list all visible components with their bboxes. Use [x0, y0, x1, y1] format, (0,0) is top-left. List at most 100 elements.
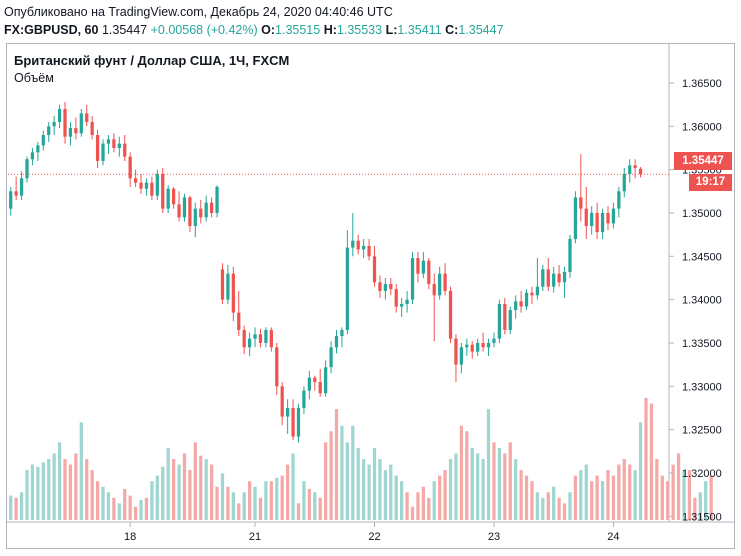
- time-axis-ticks: 18 21 22 23 24: [124, 522, 620, 543]
- published-header: Опубликовано на TradingView.com, Декабрь…: [4, 5, 393, 19]
- candle-body: [584, 208, 588, 226]
- candle-body: [242, 329, 246, 348]
- candle-body: [454, 338, 458, 365]
- volume-bar: [9, 495, 13, 520]
- candle-body: [128, 156, 132, 179]
- volume-bar: [133, 506, 138, 520]
- open-label: O:: [261, 23, 276, 37]
- candle-body: [508, 310, 512, 330]
- price-change: +0.00568 (+0.42%): [150, 23, 258, 37]
- volume-bar: [171, 459, 176, 520]
- close-value: 1.35447: [458, 23, 504, 37]
- candle-body: [595, 212, 599, 233]
- volume-bar: [693, 497, 697, 520]
- volume-bar: [459, 425, 464, 520]
- volume-bar: [698, 492, 702, 520]
- volume-bar: [275, 477, 279, 520]
- candle-body: [9, 191, 13, 209]
- candle-body: [611, 208, 616, 224]
- volume-bar: [90, 470, 94, 520]
- volume-bar: [508, 442, 512, 520]
- volume-bar: [492, 442, 496, 520]
- high-value: 1.35533: [336, 23, 383, 37]
- last-price-badge: 1.35447: [674, 152, 732, 170]
- volume-bar: [286, 464, 290, 520]
- volume-bar: [595, 475, 599, 520]
- candle-body: [117, 143, 121, 148]
- candle-body: [14, 191, 18, 196]
- volume-bar: [291, 453, 295, 520]
- volume-bar: [155, 475, 159, 520]
- volume-bar: [161, 466, 165, 520]
- volume-bar: [334, 409, 339, 520]
- candle-body: [47, 126, 51, 135]
- candle-body: [302, 390, 306, 408]
- candle-body: [85, 113, 89, 122]
- volume-bar: [204, 459, 208, 520]
- candle-body: [30, 152, 35, 160]
- volume-bar: [106, 492, 111, 520]
- volume-bar: [416, 492, 420, 520]
- volume-bar: [144, 497, 149, 520]
- candle-body: [52, 121, 56, 127]
- volume-bar: [36, 466, 40, 520]
- volume-bar: [557, 497, 561, 520]
- volume-bar: [150, 481, 154, 520]
- candle-body: [177, 204, 181, 218]
- volume-bar: [95, 481, 100, 520]
- time-tick-label: 18: [124, 531, 136, 543]
- candle-body: [606, 212, 610, 224]
- candle-body: [557, 273, 561, 283]
- candle-body: [362, 245, 366, 250]
- volume-bar: [41, 462, 45, 520]
- volume-bar: [362, 459, 366, 520]
- candle-body: [79, 113, 83, 134]
- candle-body: [600, 212, 605, 233]
- volume-bar: [448, 459, 453, 520]
- volume-bar: [611, 475, 616, 520]
- volume-bar: [666, 481, 670, 520]
- volume-bar: [676, 453, 681, 520]
- candle-body: [421, 260, 426, 274]
- candle-body: [215, 186, 219, 213]
- candlesticks: [9, 102, 643, 443]
- candle-body: [633, 165, 637, 168]
- candle-body: [524, 292, 529, 307]
- candle-body: [579, 197, 583, 209]
- volume-bar: [606, 470, 610, 520]
- candle-body: [90, 121, 94, 135]
- volume-bar: [25, 470, 29, 520]
- candle-body: [74, 128, 78, 134]
- volume-bar: [302, 481, 306, 520]
- candle-body: [638, 168, 643, 174]
- candle-body: [161, 173, 165, 209]
- candle-body: [356, 240, 360, 250]
- volume-bar: [269, 481, 273, 520]
- volume-bar: [497, 447, 502, 520]
- candle-body: [497, 303, 502, 339]
- candle-body: [264, 329, 268, 343]
- legend-volume: Объём: [14, 71, 54, 85]
- volume-bar: [628, 464, 632, 520]
- volume-bar: [378, 459, 382, 520]
- candle-body: [530, 292, 534, 296]
- candle-body: [389, 284, 393, 290]
- volume-bar: [247, 481, 252, 520]
- volume-bar: [313, 492, 317, 520]
- candle-body: [372, 256, 377, 283]
- chart-frame[interactable]: [6, 43, 735, 549]
- candle-body: [182, 197, 187, 218]
- volume-bar: [704, 481, 708, 520]
- countdown-badge: 19:17: [689, 174, 732, 191]
- candle-body: [340, 329, 344, 337]
- volume-bar: [660, 475, 664, 520]
- candle-body: [476, 342, 480, 352]
- price-tick-label: 1.34000: [682, 295, 722, 307]
- candle-body: [410, 258, 415, 300]
- volume-bar: [226, 486, 230, 520]
- volume-bar: [470, 447, 474, 520]
- volume-bar: [584, 464, 588, 520]
- legend-title: Британский фунт / Доллар США, 1Ч, FXCM: [14, 53, 290, 68]
- volume-bar: [231, 492, 235, 520]
